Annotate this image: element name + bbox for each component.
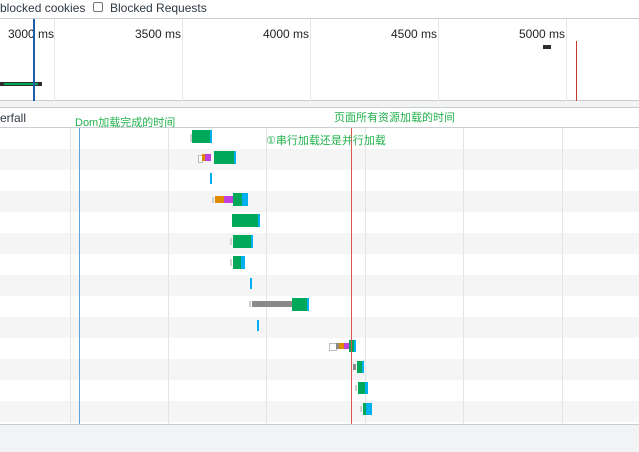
queue-segment bbox=[190, 134, 192, 142]
overview-dom-marker bbox=[33, 19, 35, 101]
waterfall-gridline bbox=[562, 128, 563, 424]
ssl-segment bbox=[224, 196, 233, 203]
table-row[interactable] bbox=[0, 338, 639, 359]
blocked-requests-label[interactable]: Blocked Requests bbox=[110, 1, 207, 15]
queue-segment bbox=[249, 301, 251, 307]
waterfall-gridline bbox=[365, 128, 366, 424]
ttfb-segment bbox=[258, 214, 260, 227]
table-row[interactable] bbox=[0, 275, 639, 296]
table-row[interactable] bbox=[0, 380, 639, 401]
table-row[interactable] bbox=[0, 212, 639, 233]
overview-request-bar bbox=[4, 83, 38, 85]
connect-segment bbox=[202, 154, 205, 161]
table-row[interactable] bbox=[0, 233, 639, 254]
timeline-overview[interactable]: 3000 ms 3500 ms 4000 ms 4500 ms 5000 ms bbox=[0, 18, 639, 101]
tick-label-4500: 4500 ms bbox=[391, 27, 438, 41]
ttfb-segment bbox=[251, 235, 253, 248]
ttfb-segment bbox=[234, 151, 236, 164]
ttfb-segment bbox=[210, 130, 212, 143]
queue-segment bbox=[230, 238, 232, 245]
overview-gridline bbox=[182, 19, 183, 101]
download-segment bbox=[214, 151, 234, 164]
download-segment bbox=[357, 361, 362, 373]
ttfb-segment bbox=[362, 361, 364, 373]
connect-segment bbox=[215, 196, 224, 203]
ttfb-segment bbox=[365, 382, 368, 394]
overview-gridline bbox=[54, 19, 55, 101]
blocked-cookies-label: blocked cookies bbox=[0, 1, 86, 15]
ssl-segment bbox=[344, 343, 349, 349]
blocked-requests-checkbox[interactable] bbox=[93, 2, 103, 12]
table-row[interactable] bbox=[0, 296, 639, 317]
tick-label-3000: 3000 ms bbox=[8, 27, 55, 41]
dom-content-loaded-line bbox=[79, 128, 80, 424]
stalled-segment bbox=[252, 301, 292, 307]
load-annotation: 页面所有资源加载的时间 bbox=[334, 112, 455, 124]
download-segment bbox=[232, 214, 258, 227]
request-rows bbox=[0, 128, 639, 424]
waterfall-gridline bbox=[266, 128, 267, 424]
overview-load-marker bbox=[576, 41, 577, 101]
download-segment bbox=[233, 235, 251, 248]
filter-toolbar: blocked cookies Blocked Requests bbox=[0, 0, 639, 18]
overview-request-bar bbox=[543, 45, 551, 49]
queue-segment bbox=[360, 406, 362, 412]
stalled-segment bbox=[336, 343, 339, 349]
table-row[interactable] bbox=[0, 170, 639, 191]
status-bar bbox=[0, 424, 639, 452]
tick-label-4000: 4000 ms bbox=[263, 27, 310, 41]
download-segment bbox=[233, 193, 242, 206]
download-segment bbox=[358, 382, 365, 394]
ssl-segment bbox=[205, 154, 211, 161]
table-row[interactable] bbox=[0, 401, 639, 422]
overview-gridline bbox=[310, 19, 311, 101]
stalled-segment bbox=[353, 364, 356, 370]
ttfb-segment bbox=[366, 403, 372, 415]
download-segment bbox=[292, 298, 307, 311]
queue-segment bbox=[230, 259, 232, 266]
overview-gridline bbox=[438, 19, 439, 101]
ttfb-segment bbox=[354, 340, 356, 352]
tick-label-3500: 3500 ms bbox=[135, 27, 182, 41]
table-row[interactable] bbox=[0, 191, 639, 212]
splitter[interactable] bbox=[0, 101, 639, 108]
waterfall-gridline bbox=[70, 128, 71, 424]
waterfall-header-label: erfall bbox=[0, 111, 27, 125]
table-row[interactable] bbox=[0, 149, 639, 170]
load-event-line bbox=[351, 128, 352, 424]
download-segment bbox=[363, 403, 366, 415]
queue-segment bbox=[212, 197, 214, 203]
download-segment bbox=[192, 130, 210, 143]
overview-gridline bbox=[566, 19, 567, 101]
ttfb-segment bbox=[241, 256, 245, 269]
parallel-annotation: ①串行加载还是并行加载 bbox=[266, 135, 386, 147]
queue-segment bbox=[355, 385, 357, 391]
ttfb-segment bbox=[242, 193, 248, 206]
ttfb-segment bbox=[210, 173, 212, 184]
dom-annotation: Dom加载完成的时间 bbox=[75, 117, 176, 129]
tick-label-5000: 5000 ms bbox=[519, 27, 566, 41]
table-row[interactable] bbox=[0, 254, 639, 275]
waterfall-column-header[interactable]: erfall bbox=[0, 108, 639, 128]
ttfb-segment bbox=[307, 298, 309, 311]
ttfb-segment bbox=[257, 320, 259, 331]
connect-segment bbox=[339, 343, 344, 349]
download-segment bbox=[233, 256, 241, 269]
waterfall-gridline bbox=[463, 128, 464, 424]
waterfall-gridline bbox=[168, 128, 169, 424]
ttfb-segment bbox=[250, 278, 252, 289]
table-row[interactable] bbox=[0, 359, 639, 380]
table-row[interactable] bbox=[0, 317, 639, 338]
